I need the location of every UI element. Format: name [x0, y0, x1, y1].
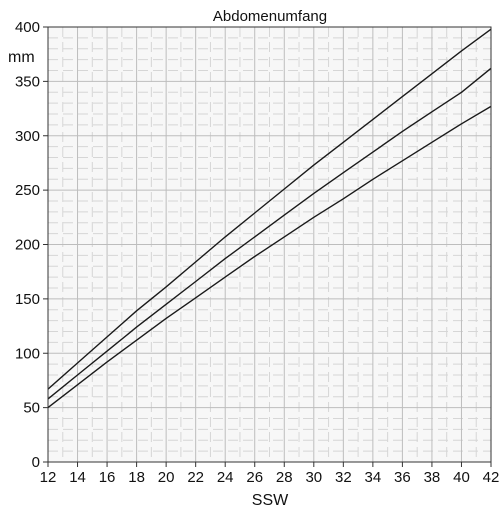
series-line-3	[47, 105, 492, 409]
x-tick-label: 40	[453, 469, 470, 486]
y-tick-label: 200	[15, 237, 40, 254]
x-tick-label: 34	[365, 469, 382, 486]
series-lines	[47, 28, 492, 409]
x-tick-label: 26	[246, 469, 263, 486]
x-axis-title: SSW	[252, 492, 289, 509]
x-tick-label: 30	[305, 469, 322, 486]
y-tick-label: 350	[15, 73, 40, 90]
y-axis-title: mm	[8, 49, 35, 66]
x-tick-label: 12	[40, 469, 57, 486]
y-tick-label: 150	[15, 291, 40, 308]
x-tick-label: 38	[424, 469, 441, 486]
x-tick-label: 42	[483, 469, 500, 486]
x-tick-label: 20	[158, 469, 175, 486]
tick-labels: 12 14 16 18 20 22 24 26 28 30 32 34 36 38 40 42 0 50 100 15…	[15, 19, 499, 486]
x-tick-label: 22	[187, 469, 204, 486]
axes	[43, 26, 492, 467]
x-tick-label: 18	[128, 469, 145, 486]
y-tick-label: 400	[15, 19, 40, 36]
y-tick-label: 300	[15, 128, 40, 145]
x-tick-label: 14	[69, 469, 86, 486]
series-line-2	[47, 67, 492, 400]
x-tick-label: 32	[335, 469, 352, 486]
x-tick-label: 16	[99, 469, 116, 486]
x-tick-label: 24	[217, 469, 234, 486]
y-tick-label: 100	[15, 345, 40, 362]
grid	[47, 26, 492, 463]
x-tick-label: 28	[276, 469, 293, 486]
y-tick-label: 0	[32, 454, 40, 471]
y-tick-label: 50	[23, 400, 40, 417]
series-line-1	[47, 28, 492, 390]
x-tick-label: 36	[394, 469, 411, 486]
chart-title: Abdomenumfang	[213, 8, 327, 25]
y-tick-label: 250	[15, 182, 40, 199]
